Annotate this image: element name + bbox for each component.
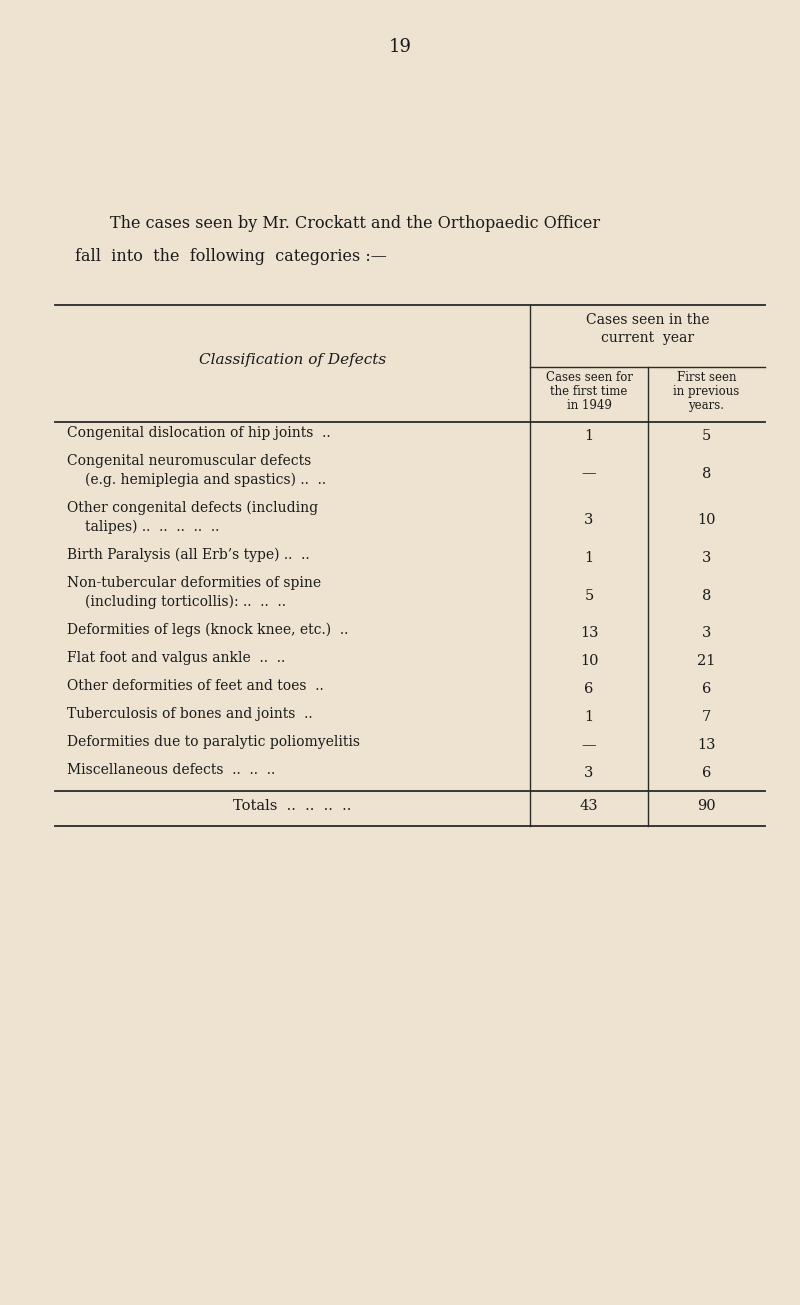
Text: Non-tubercular deformities of spine: Non-tubercular deformities of spine bbox=[67, 576, 321, 590]
Text: 3: 3 bbox=[584, 766, 594, 780]
Text: 1: 1 bbox=[585, 551, 594, 565]
Text: Other deformities of feet and toes  ..: Other deformities of feet and toes .. bbox=[67, 679, 324, 693]
Text: 43: 43 bbox=[580, 799, 598, 813]
Text: Totals  ..  ..  ..  ..: Totals .. .. .. .. bbox=[234, 799, 352, 813]
Text: 5: 5 bbox=[702, 429, 711, 442]
Text: Classification of Defects: Classification of Defects bbox=[199, 352, 386, 367]
Text: Deformities due to paralytic poliomyelitis: Deformities due to paralytic poliomyelit… bbox=[67, 735, 360, 749]
Text: 3: 3 bbox=[702, 626, 711, 639]
Text: Congenital neuromuscular defects: Congenital neuromuscular defects bbox=[67, 454, 311, 468]
Text: talipes) ..  ..  ..  ..  ..: talipes) .. .. .. .. .. bbox=[85, 519, 219, 534]
Text: Cases seen for: Cases seen for bbox=[546, 371, 633, 384]
Text: Tuberculosis of bones and joints  ..: Tuberculosis of bones and joints .. bbox=[67, 707, 313, 720]
Text: 6: 6 bbox=[702, 683, 711, 696]
Text: 13: 13 bbox=[698, 739, 716, 752]
Text: 8: 8 bbox=[702, 466, 711, 480]
Text: (e.g. hemiplegia and spastics) ..  ..: (e.g. hemiplegia and spastics) .. .. bbox=[85, 472, 326, 487]
Text: (including torticollis): ..  ..  ..: (including torticollis): .. .. .. bbox=[85, 595, 286, 609]
Text: years.: years. bbox=[689, 399, 725, 412]
Text: —: — bbox=[582, 466, 596, 480]
Text: fall  into  the  following  categories :—: fall into the following categories :— bbox=[75, 248, 387, 265]
Text: Flat foot and valgus ankle  ..  ..: Flat foot and valgus ankle .. .. bbox=[67, 651, 286, 666]
Text: current  year: current year bbox=[601, 331, 694, 345]
Text: 10: 10 bbox=[580, 654, 598, 668]
Text: 3: 3 bbox=[702, 551, 711, 565]
Text: 13: 13 bbox=[580, 626, 598, 639]
Text: 19: 19 bbox=[389, 38, 411, 56]
Text: 10: 10 bbox=[698, 513, 716, 527]
Text: Miscellaneous defects  ..  ..  ..: Miscellaneous defects .. .. .. bbox=[67, 763, 275, 776]
Text: 21: 21 bbox=[698, 654, 716, 668]
Text: Other congenital defects (including: Other congenital defects (including bbox=[67, 501, 318, 515]
Text: in previous: in previous bbox=[674, 385, 740, 398]
Text: 1: 1 bbox=[585, 429, 594, 442]
Text: 90: 90 bbox=[697, 799, 716, 813]
Text: Congenital dislocation of hip joints  ..: Congenital dislocation of hip joints .. bbox=[67, 425, 330, 440]
Text: First seen: First seen bbox=[677, 371, 736, 384]
Text: Deformities of legs (knock knee, etc.)  ..: Deformities of legs (knock knee, etc.) .… bbox=[67, 622, 348, 637]
Text: Birth Paralysis (all Erb’s type) ..  ..: Birth Paralysis (all Erb’s type) .. .. bbox=[67, 548, 310, 562]
Text: 3: 3 bbox=[584, 513, 594, 527]
Text: —: — bbox=[582, 739, 596, 752]
Text: 1: 1 bbox=[585, 710, 594, 724]
Text: 8: 8 bbox=[702, 589, 711, 603]
Text: the first time: the first time bbox=[550, 385, 628, 398]
Text: Cases seen in the: Cases seen in the bbox=[586, 313, 710, 328]
Text: 6: 6 bbox=[584, 683, 594, 696]
Text: 6: 6 bbox=[702, 766, 711, 780]
Text: in 1949: in 1949 bbox=[566, 399, 611, 412]
Text: The cases seen by Mr. Crockatt and the Orthopaedic Officer: The cases seen by Mr. Crockatt and the O… bbox=[110, 215, 600, 232]
Text: 7: 7 bbox=[702, 710, 711, 724]
Text: 5: 5 bbox=[584, 589, 594, 603]
